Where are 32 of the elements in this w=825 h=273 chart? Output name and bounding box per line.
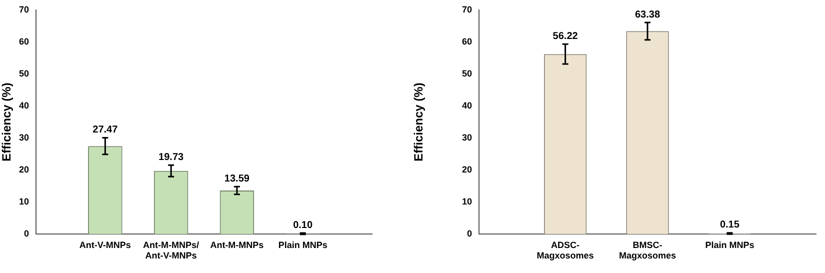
y-tick-label: 10 (462, 196, 472, 206)
data-label: 19.73 (158, 152, 184, 163)
data-label: 0.10 (293, 220, 313, 231)
data-label: 0.15 (720, 220, 740, 231)
x-tick-label: Ant-M-MNPs (210, 240, 264, 250)
y-tick-label: 70 (18, 4, 29, 14)
y-tick-label: 60 (18, 36, 29, 46)
x-tick-label: ADSC- Magxosomes (536, 240, 594, 261)
y-tick-label: 40 (18, 100, 29, 110)
data-label: 27.47 (92, 124, 118, 136)
y-tick-label: 50 (18, 68, 29, 78)
x-tick-label: Ant-V-MNPs (79, 240, 131, 250)
y-tick-label: 0 (24, 228, 29, 238)
x-tick-label: Plain MNPs (705, 240, 754, 250)
y-tick-label: 50 (462, 68, 472, 78)
x-tick-label: Plain MNPs (278, 240, 328, 250)
data-label: 13.59 (224, 173, 250, 184)
y-tick-label: 10 (18, 196, 29, 206)
x-tick-label: BMSC- Magxosomes (618, 240, 676, 261)
y-tick-label: 70 (462, 4, 472, 14)
y-tick-label: 20 (462, 164, 472, 174)
y-tick-label: 30 (18, 132, 29, 142)
y-tick-label: 30 (462, 132, 472, 142)
y-tick-label: 20 (18, 164, 29, 174)
x-tick-label: Ant-M-MNPs/ Ant-V-MNPs (143, 240, 200, 261)
y-axis-title: Efficiency (%) (0, 82, 14, 162)
y-tick-label: 60 (462, 36, 472, 46)
y-axis-title: Efficiency (%) (412, 82, 426, 162)
y-tick-label: 40 (462, 100, 472, 110)
data-label: 56.22 (552, 30, 578, 42)
data-label: 63.38 (634, 9, 660, 20)
y-tick-label: 0 (466, 228, 472, 238)
